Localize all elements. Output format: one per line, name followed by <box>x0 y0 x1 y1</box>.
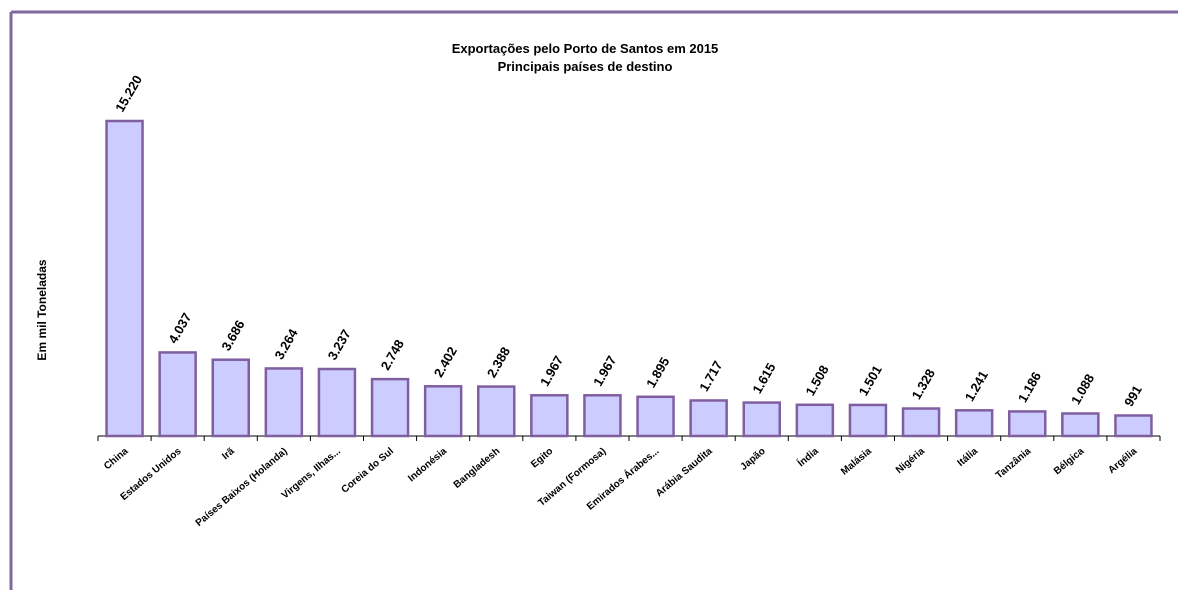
x-tick-label: Egito <box>529 446 555 470</box>
bar <box>158 351 197 438</box>
bar <box>477 385 516 438</box>
bar <box>583 394 622 438</box>
value-label: 1.186 <box>1015 369 1044 405</box>
value-label: 2.402 <box>431 344 460 380</box>
value-label: 3.686 <box>218 318 247 354</box>
value-label: 1.328 <box>909 366 938 402</box>
bar <box>848 403 888 438</box>
bar <box>317 367 357 438</box>
value-label: 1.501 <box>856 363 885 399</box>
value-label: 1.895 <box>643 355 672 391</box>
value-label: 2.748 <box>378 337 407 373</box>
chart-subtitle: Principais países de destino <box>498 59 673 74</box>
value-label: 3.264 <box>271 326 301 362</box>
bar <box>1008 410 1047 438</box>
bar <box>954 409 994 438</box>
x-tick-label: Arábia Saudita <box>654 446 715 500</box>
x-tick-label: Itália <box>956 446 981 469</box>
bar <box>689 399 728 438</box>
x-tick-label: Bélgica <box>1052 446 1087 478</box>
bar <box>1114 414 1153 438</box>
x-tick-label: Coreia do Sul <box>340 446 397 496</box>
bar <box>211 358 250 438</box>
x-tick-label: Irã <box>220 446 237 463</box>
x-tick-label: China <box>102 446 131 473</box>
value-label: 2.388 <box>484 344 513 380</box>
x-tick-label: Argélia <box>1106 446 1139 476</box>
value-label: 1.088 <box>1068 371 1097 407</box>
value-label: 1.508 <box>802 363 831 399</box>
bar <box>264 367 304 438</box>
value-label: 4.037 <box>165 310 194 346</box>
value-label: 1.717 <box>696 358 725 394</box>
value-label: 1.967 <box>537 353 566 389</box>
value-label: 3.237 <box>325 327 354 363</box>
x-tick-label: Tanzânia <box>994 446 1034 482</box>
bar <box>901 407 941 438</box>
bar <box>636 395 675 438</box>
bar <box>105 119 144 438</box>
x-tick-label: Países Baixos (Holanda) <box>194 446 290 529</box>
value-label: 991 <box>1121 383 1145 409</box>
x-tick-label: Índia <box>795 444 822 469</box>
y-axis-label: Em mil Toneladas <box>35 259 49 360</box>
x-tick-label: Japão <box>738 446 767 473</box>
bar <box>423 385 463 438</box>
x-tick-label: Nigéria <box>894 446 927 476</box>
value-label: 1.615 <box>749 360 778 396</box>
bar <box>795 403 835 438</box>
bar <box>370 377 410 438</box>
bar <box>1061 412 1100 438</box>
value-label: 1.967 <box>590 353 619 389</box>
chart-title: Exportações pelo Porto de Santos em 2015 <box>452 41 719 56</box>
x-tick-label: Bangladesh <box>452 446 502 491</box>
bar <box>742 401 781 438</box>
bar <box>530 394 569 438</box>
value-label: 15.220 <box>112 73 145 115</box>
x-tick-label: Malásia <box>839 446 874 478</box>
x-tick-label: Indonésia <box>406 446 449 485</box>
value-label: 1.241 <box>962 368 991 404</box>
